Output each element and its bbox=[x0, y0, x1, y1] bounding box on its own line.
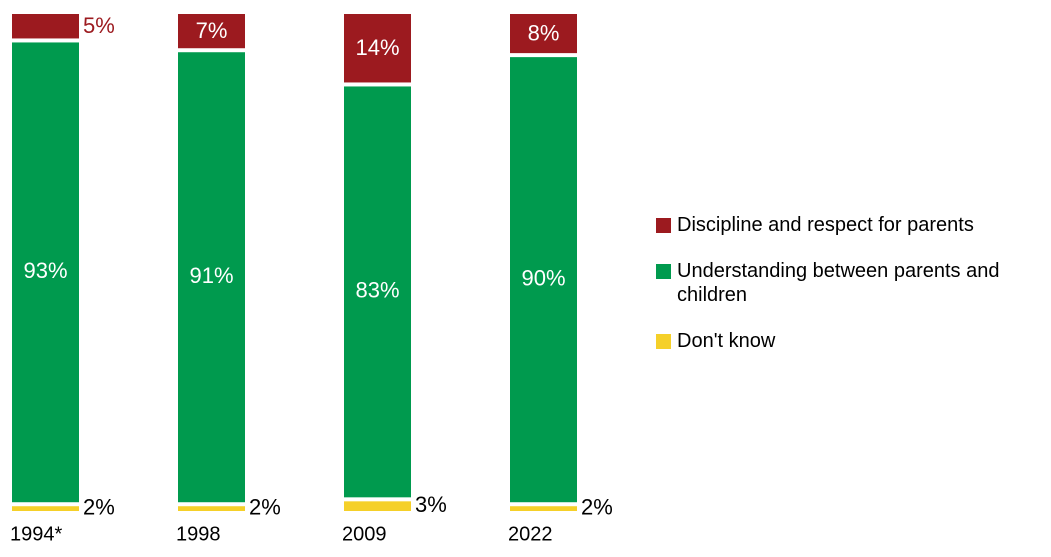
data-label-understanding: 83% bbox=[355, 278, 399, 303]
data-label-understanding: 90% bbox=[521, 265, 565, 290]
bar-understanding bbox=[344, 86, 411, 498]
legend-item-understanding: Understanding between parents and childr… bbox=[656, 259, 1046, 307]
bar-discipline bbox=[510, 14, 577, 54]
data-label-dont-know: 2% bbox=[581, 494, 613, 519]
legend-swatch-understanding bbox=[656, 264, 671, 279]
data-label-dont-know: 3% bbox=[415, 492, 447, 517]
bar-dont-know bbox=[178, 506, 245, 511]
legend-item-dont-know: Don't know bbox=[656, 329, 1046, 353]
bar-discipline bbox=[12, 14, 79, 39]
bar-dont-know bbox=[510, 506, 577, 511]
data-label-discipline: 5% bbox=[83, 13, 115, 38]
data-label-discipline: 7% bbox=[196, 18, 228, 43]
legend-label-discipline: Discipline and respect for parents bbox=[677, 214, 974, 236]
chart-legend: Discipline and respect for parents Under… bbox=[656, 213, 1046, 375]
bar-dont-know bbox=[344, 501, 411, 511]
data-label-discipline: 14% bbox=[355, 35, 399, 60]
category-label: 2022 bbox=[508, 523, 553, 545]
legend-item-discipline: Discipline and respect for parents bbox=[656, 213, 1046, 237]
bar-understanding bbox=[510, 57, 577, 503]
data-label-dont-know: 2% bbox=[83, 494, 115, 519]
legend-swatch-discipline bbox=[656, 218, 671, 233]
bar-understanding bbox=[178, 52, 245, 503]
legend-label-understanding: Understanding between parents and childr… bbox=[677, 260, 1000, 306]
bar-discipline bbox=[178, 14, 245, 49]
data-label-understanding: 91% bbox=[189, 263, 233, 288]
legend-label-dont-know: Don't know bbox=[677, 330, 776, 352]
category-label: 2009 bbox=[342, 523, 387, 545]
data-label-dont-know: 2% bbox=[249, 494, 281, 519]
category-label: 1994* bbox=[10, 523, 62, 545]
data-label-discipline: 8% bbox=[528, 20, 560, 45]
category-label: 1998 bbox=[176, 523, 221, 545]
bar-dont-know bbox=[12, 506, 79, 511]
bar-understanding bbox=[12, 42, 79, 503]
bar-discipline bbox=[344, 14, 411, 83]
legend-swatch-dont-know bbox=[656, 334, 671, 349]
data-label-understanding: 93% bbox=[23, 258, 67, 283]
